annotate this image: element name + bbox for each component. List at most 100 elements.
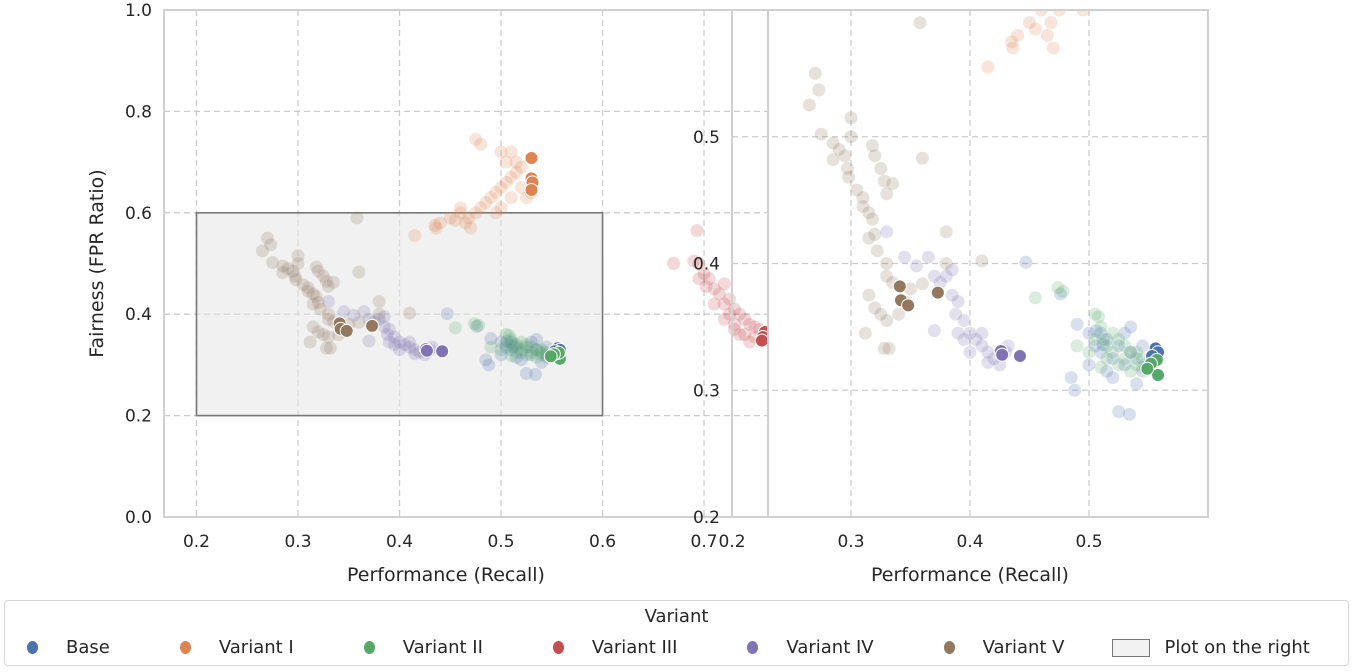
point-variant-v: [868, 149, 882, 163]
point-base: [499, 340, 513, 354]
point-variant-v: [309, 260, 323, 274]
point-base: [494, 348, 508, 362]
point-variant-i: [453, 206, 467, 220]
point-base: [479, 353, 493, 367]
point-variant-ii: [1118, 352, 1132, 366]
point-base: [1064, 371, 1078, 385]
point-variant-i: [494, 201, 508, 215]
point-variant-ii: [1082, 345, 1096, 359]
point-variant-i: [1005, 35, 1019, 49]
point-variant-i: [504, 145, 518, 159]
point-variant-v: [255, 244, 269, 258]
point-variant-ii: [1088, 307, 1102, 321]
point-base: [529, 368, 543, 382]
x-axis-label: Performance (Recall): [347, 564, 545, 586]
point-variant-iv: [403, 340, 417, 354]
point-variant-v: [862, 231, 876, 245]
point-variant-v: [880, 269, 894, 283]
point-variant-iii: [1315, 130, 1328, 143]
point-variant-v: [321, 330, 335, 344]
highlight-point-variant-v: [930, 285, 945, 300]
point-variant-v: [301, 284, 315, 298]
point-variant-ii: [524, 345, 538, 359]
point-variant-iii: [667, 257, 681, 270]
point-variant-ii: [1094, 320, 1108, 334]
point-variant-iii: [707, 282, 721, 296]
x-tick-label: 0.6: [589, 532, 616, 552]
point-variant-iv: [939, 269, 953, 283]
point-variant-iii: [1332, 232, 1345, 245]
highlight-point-variant-iv: [419, 343, 434, 358]
point-variant-ii: [1130, 345, 1144, 359]
x-tick-label: 0.3: [284, 532, 311, 552]
point-variant-v: [939, 225, 953, 239]
point-variant-i: [489, 186, 503, 200]
point-base: [1053, 287, 1067, 301]
legend-marker-icon: [943, 641, 955, 654]
point-variant-v: [350, 211, 364, 225]
y-tick-label: 0.2: [125, 407, 152, 427]
point-variant-v: [321, 279, 335, 293]
point-variant-v: [826, 153, 840, 167]
point-base: [1136, 339, 1150, 353]
point-variant-v: [870, 244, 884, 258]
point-variant-iv: [377, 310, 391, 324]
point-base: [514, 353, 528, 367]
point-variant-v: [306, 297, 320, 311]
point-variant-i: [1046, 41, 1060, 55]
point-variant-iv: [393, 335, 407, 349]
point-variant-v: [288, 269, 302, 283]
highlight-region: [195, 212, 604, 417]
point-variant-iv: [382, 335, 396, 349]
point-variant-ii: [472, 318, 486, 332]
point-variant-iv: [927, 269, 941, 283]
x-tick-label: 0.4: [386, 532, 413, 552]
plot-panel-right: 0.2 0.3 0.4 0.5 0.2 0.3 0.4 0.5 Performance (Rec…: [693, 9, 1345, 586]
point-variant-i: [474, 201, 488, 215]
point-variant-i: [1076, 10, 1090, 17]
point-variant-v: [874, 161, 888, 175]
point-variant-iv: [898, 250, 912, 264]
point-variant-i: [514, 160, 528, 174]
point-variant-iii: [717, 277, 731, 291]
point-variant-v: [316, 269, 330, 283]
point-variant-ii: [519, 338, 533, 352]
highlight-point-variant-v: [339, 323, 354, 338]
point-variant-iii: [1332, 194, 1345, 207]
point-base: [1118, 326, 1132, 340]
point-variant-ii: [524, 340, 538, 354]
point-variant-iv: [927, 324, 941, 338]
point-variant-ii: [1106, 345, 1120, 359]
point-variant-i: [429, 221, 443, 235]
point-base: [1124, 320, 1138, 334]
point-variant-v: [826, 136, 840, 150]
point-variant-i: [469, 206, 483, 220]
point-variant-v: [372, 307, 386, 321]
plot-panel-left: 0.2 0.3 0.4 0.5 0.6 0.7 0.0 0.2 0.4 0.6 0.8 1.0 Perf…: [86, 1, 769, 586]
point-variant-i: [1052, 10, 1066, 17]
legend-marker-icon: [552, 641, 564, 654]
point-variant-i: [464, 221, 478, 235]
point-base: [1094, 326, 1108, 340]
legend-item-variant-v: Variant V: [874, 637, 1065, 658]
legend-title: Variant: [644, 606, 709, 627]
point-variant-ii: [1088, 333, 1102, 347]
point-variant-i: [1011, 28, 1025, 42]
point-variant-iv: [880, 225, 894, 239]
point-variant-v: [856, 191, 870, 205]
point-variant-iv: [380, 327, 394, 341]
point-variant-v: [812, 83, 826, 97]
point-variant-v: [289, 273, 303, 287]
point-variant-v: [311, 264, 325, 278]
point-variant-v: [862, 206, 876, 220]
point-variant-iv: [408, 347, 422, 361]
point-base: [1082, 326, 1096, 340]
legend-label: Variant V: [982, 637, 1065, 658]
point-variant-i: [453, 201, 467, 215]
legend-item-variant-ii: Variant II: [294, 637, 483, 658]
point-variant-iv: [909, 259, 923, 273]
point-variant-v: [321, 312, 335, 326]
point-variant-i: [479, 196, 493, 210]
point-variant-i: [494, 180, 508, 194]
point-base: [1130, 377, 1144, 391]
